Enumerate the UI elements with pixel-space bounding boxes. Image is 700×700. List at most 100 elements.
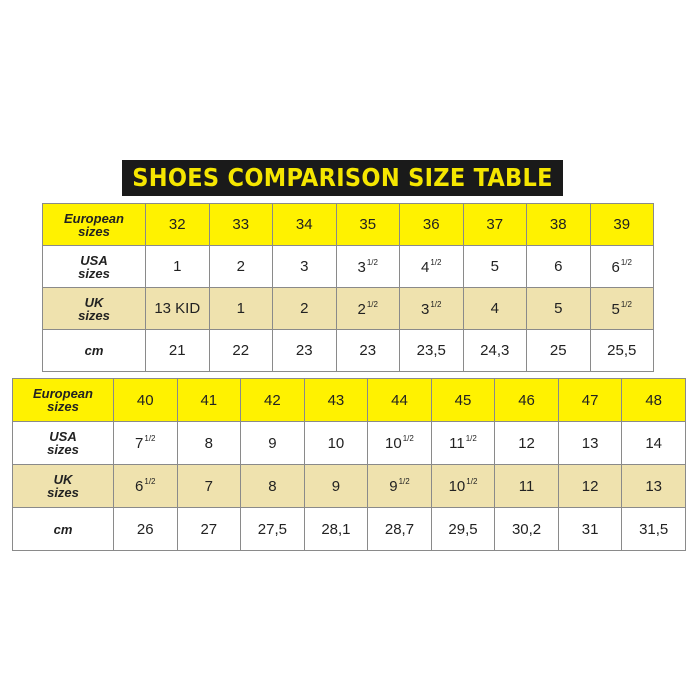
size-cell: 27	[176, 507, 242, 551]
size-value: 11	[449, 435, 465, 452]
size-value: 4	[490, 300, 499, 317]
row-label-line: European	[33, 386, 93, 401]
page-title: SHOES COMPARISON SIZE TABLE	[122, 160, 563, 196]
size-value: 6	[554, 258, 563, 275]
size-value: 13	[581, 434, 599, 452]
size-cell: 37	[462, 203, 527, 246]
size-cell: 31/2	[399, 287, 464, 330]
row-cm: cm 21 22 23 23 23,5 24,3 25 25,5	[42, 329, 654, 372]
size-value: 13 KID	[154, 300, 201, 317]
size-cell: 91/2	[367, 464, 432, 508]
size-cell: 61/2	[113, 464, 178, 508]
size-cell: 101/2	[367, 421, 432, 465]
size-cell: 27,5	[240, 507, 305, 551]
half-size-fraction: 1/2	[144, 434, 156, 443]
size-value: 9	[389, 478, 398, 495]
size-table-small: European sizes 32 33 34 35 36 37 38 39 USA sizes 1 2 3…	[42, 203, 654, 372]
row-label-line: UK	[53, 472, 73, 487]
size-value: 40	[136, 391, 154, 409]
size-cell: 23	[335, 329, 400, 372]
row-label-line: UK	[84, 294, 104, 310]
size-cell: 23,5	[399, 329, 464, 372]
size-cell: 25	[526, 329, 591, 372]
row-eu: European sizes 32 33 34 35 36 37 38 39	[42, 203, 654, 246]
row-label-line: cm	[84, 343, 104, 358]
size-value: 36	[422, 216, 440, 233]
size-value: 3	[357, 258, 366, 276]
size-cell: 13	[621, 464, 686, 508]
size-cell: 36	[399, 203, 464, 246]
size-value: 31,5	[639, 520, 669, 538]
size-cell: 42	[240, 378, 305, 422]
size-cell: 33	[208, 203, 273, 246]
size-cell: 38	[526, 203, 591, 246]
size-value: 44	[391, 391, 408, 409]
size-cell: 35	[335, 203, 400, 246]
size-value: 31	[581, 520, 599, 538]
size-value: 8	[204, 434, 213, 452]
size-cell: 31,5	[621, 507, 686, 551]
row-label-us: USA sizes	[12, 421, 114, 465]
row-us: USA sizes 71/2 8 9 10 101/2 111/2 12 13 14	[12, 421, 686, 465]
half-size-fraction: 1/2	[402, 434, 414, 443]
half-size-fraction: 1/2	[620, 299, 632, 309]
row-label-line: cm	[53, 521, 73, 537]
size-cell: 46	[494, 378, 559, 422]
size-value: 43	[327, 391, 345, 409]
size-cell: 31/2	[335, 245, 400, 288]
size-value: 23	[359, 342, 377, 359]
size-value: 3	[421, 300, 430, 318]
size-value: 22	[232, 342, 250, 359]
size-value: 34	[295, 216, 313, 233]
half-size-fraction: 1/2	[620, 257, 632, 267]
size-cell: 7	[176, 464, 242, 508]
size-value: 24,3	[480, 342, 510, 359]
size-cell: 9	[240, 421, 305, 465]
size-value: 47	[581, 391, 599, 409]
half-size-fraction: 1/2	[144, 477, 156, 486]
size-cell: 3	[272, 245, 337, 288]
half-size-fraction: 1/2	[430, 257, 442, 267]
row-label-cm: cm	[42, 329, 146, 372]
size-cell: 61/2	[589, 245, 654, 288]
size-cell: 2	[208, 245, 273, 288]
size-cell: 12	[494, 421, 559, 465]
size-value: 30,2	[511, 520, 542, 538]
size-cell: 44	[367, 378, 432, 422]
size-cell: 48	[621, 378, 686, 422]
size-cell: 40	[113, 378, 178, 422]
size-cell: 28,1	[303, 507, 369, 551]
size-value: 8	[268, 477, 277, 495]
size-value: 37	[486, 216, 504, 233]
size-cell: 14	[621, 421, 686, 465]
size-cell: 111/2	[430, 421, 496, 465]
size-value: 42	[264, 391, 281, 409]
row-label-line: sizes	[47, 442, 79, 457]
size-cell: 43	[303, 378, 369, 422]
size-cell: 41/2	[399, 245, 464, 288]
size-value: 11	[518, 477, 535, 495]
size-value: 38	[549, 216, 567, 233]
size-cell: 9	[303, 464, 369, 508]
size-value: 13	[645, 477, 663, 495]
size-value: 2	[300, 300, 309, 317]
row-label-line: sizes	[78, 307, 110, 323]
size-cell: 5	[526, 287, 591, 330]
row-label-cm: cm	[12, 507, 114, 551]
row-label-line: sizes	[78, 223, 110, 239]
size-cell: 10	[303, 421, 369, 465]
size-value: 5	[490, 258, 499, 275]
size-value: 32	[168, 216, 186, 233]
size-value: 28,1	[321, 520, 351, 538]
size-cell: 1	[208, 287, 273, 330]
size-value: 6	[135, 478, 144, 495]
size-cell: 26	[113, 507, 178, 551]
row-label-line: USA	[49, 429, 77, 444]
size-value: 41	[200, 391, 218, 409]
size-value: 23	[295, 342, 313, 359]
size-value: 6	[611, 258, 620, 276]
size-value: 26	[136, 520, 154, 538]
size-cell: 31	[557, 507, 623, 551]
size-cell: 21/2	[335, 287, 400, 330]
half-size-fraction: 1/2	[430, 299, 442, 309]
